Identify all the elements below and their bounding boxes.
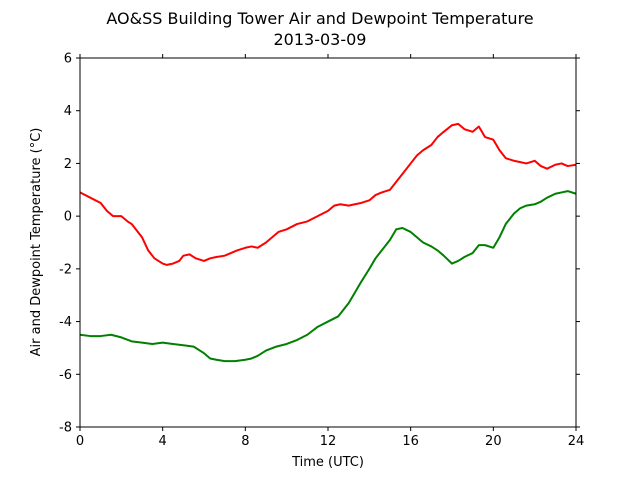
y-tick-label: 4 xyxy=(64,104,72,119)
chart-subtitle: 2013-03-09 xyxy=(274,30,367,49)
y-tick-label: -8 xyxy=(59,421,72,436)
x-tick-label: 0 xyxy=(76,434,84,449)
y-tick-label: -4 xyxy=(59,315,72,330)
chart-title: AO&SS Building Tower Air and Dewpoint Te… xyxy=(106,9,533,28)
x-tick-label: 24 xyxy=(568,434,585,449)
x-tick-label: 8 xyxy=(241,434,249,449)
y-tick-label: 6 xyxy=(64,52,72,67)
y-axis-label: Air and Dewpoint Temperature (°C) xyxy=(29,128,44,357)
y-tick-label: -6 xyxy=(59,368,72,383)
x-tick-label: 16 xyxy=(402,434,419,449)
y-tick-label: 2 xyxy=(64,157,72,172)
series-line-1 xyxy=(79,190,577,363)
x-axis-label: Time (UTC) xyxy=(291,455,364,470)
y-tick-label: 0 xyxy=(64,210,72,225)
x-tick-label: 4 xyxy=(159,434,167,449)
x-tick-label: 12 xyxy=(320,434,337,449)
series-line-0 xyxy=(79,122,577,266)
y-tick-label: -2 xyxy=(59,262,72,277)
x-tick-label: 20 xyxy=(485,434,502,449)
